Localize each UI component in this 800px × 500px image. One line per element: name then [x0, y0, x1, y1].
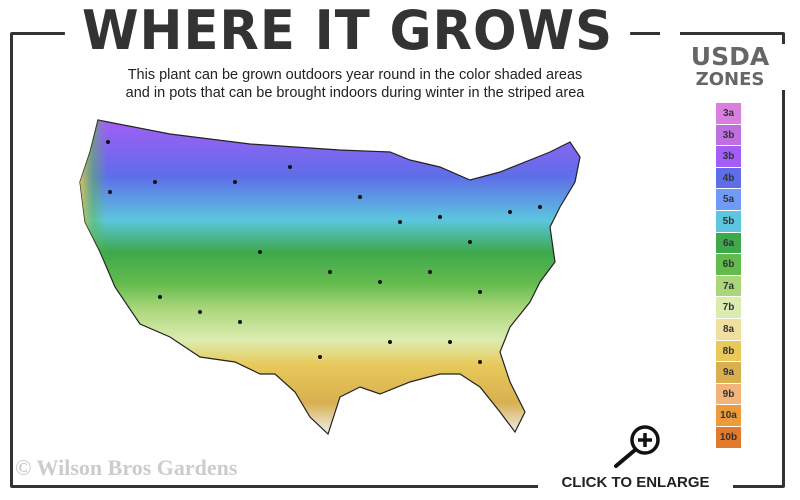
subtitle-line-2: and in pots that can be brought indoors … — [125, 85, 585, 101]
legend-zone-4b: 4b — [716, 167, 741, 190]
legend-zone-10b: 10b — [716, 426, 741, 449]
state-capital-dots — [106, 140, 542, 364]
magnifier-plus-icon[interactable] — [608, 424, 668, 469]
legend-zone-10a: 10a — [716, 405, 741, 427]
legend-zone-5b: 5b — [716, 210, 741, 233]
subtitle-line-1: This plant can be grown outdoors year ro… — [127, 67, 583, 83]
legend-heading-zones: ZONES — [695, 69, 765, 90]
legend-heading-usda: USDA — [690, 42, 770, 71]
page-title: WHERE IT GROWS — [64, 2, 631, 60]
legend-zone-7a: 7a — [716, 275, 741, 298]
legend-zone-7b: 7b — [716, 297, 741, 319]
legend-zone-6b: 6b — [716, 254, 741, 276]
legend-zone-3a: 3a — [716, 103, 741, 125]
legend-zone-6a: 6a — [716, 232, 741, 255]
subtitle: This plant can be grown outdoors year ro… — [60, 66, 650, 102]
usda-zone-map[interactable] — [60, 112, 660, 452]
zone-legend: 3a 3b 3b 4b 5a 5b 6a 6b 7a 7b 8a 8b 9a 9b 10a 10b — [716, 103, 741, 449]
west-coast-overlay — [80, 120, 170, 324]
legend-heading: USDA ZONES — [675, 44, 785, 90]
legend-zone-3b: 3b — [716, 146, 741, 168]
legend-zone-3b: 3b — [716, 124, 741, 147]
us-outline — [79, 119, 581, 436]
legend-zone-5a: 5a — [716, 189, 741, 211]
legend-zone-9a: 9a — [716, 362, 741, 384]
legend-zone-8b: 8b — [716, 340, 741, 363]
click-to-enlarge-button[interactable]: CLICK TO ENLARGE — [538, 472, 733, 493]
legend-zone-8a: 8a — [716, 318, 741, 341]
legend-zone-9b: 9b — [716, 383, 741, 406]
copyright-watermark: © Wilson Bros Gardens — [15, 455, 238, 480]
